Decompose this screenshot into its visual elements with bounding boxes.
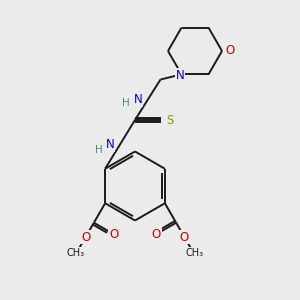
Text: N: N — [134, 93, 142, 106]
Text: CH₃: CH₃ — [66, 248, 84, 258]
Text: CH₃: CH₃ — [186, 248, 204, 258]
Text: H: H — [122, 98, 130, 108]
Text: O: O — [81, 230, 90, 244]
Text: S: S — [166, 113, 173, 127]
Text: O: O — [180, 230, 189, 244]
Text: N: N — [176, 69, 184, 82]
Text: H: H — [95, 145, 103, 155]
Text: O: O — [225, 44, 234, 58]
Text: N: N — [106, 138, 115, 151]
Text: O: O — [152, 228, 161, 241]
Text: O: O — [109, 228, 119, 241]
